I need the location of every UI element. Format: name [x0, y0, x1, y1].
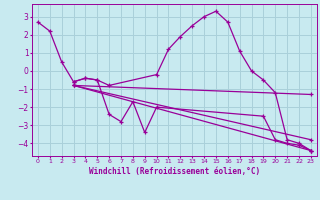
X-axis label: Windchill (Refroidissement éolien,°C): Windchill (Refroidissement éolien,°C) — [89, 167, 260, 176]
